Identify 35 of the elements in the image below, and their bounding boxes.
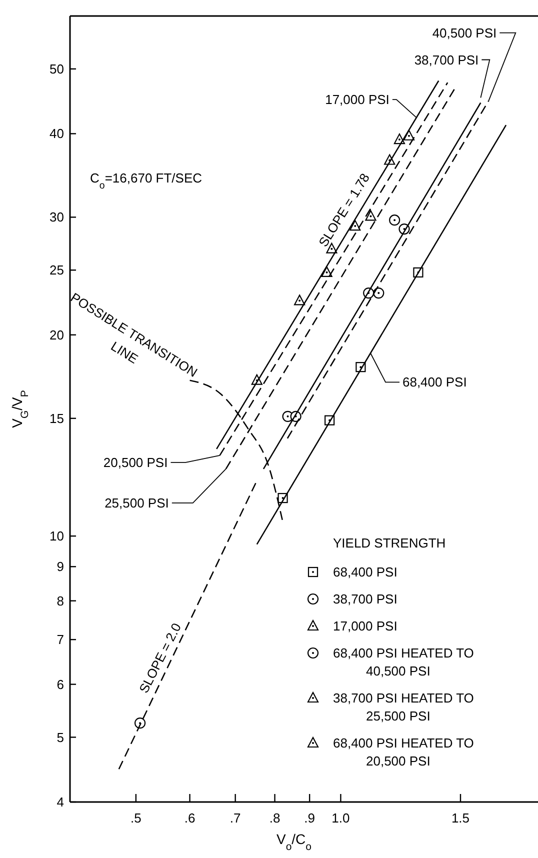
y-tick-label: 15 — [50, 410, 64, 426]
y-tick-label: 9 — [56, 559, 64, 574]
legend-title: YIELD STRENGTH — [333, 536, 446, 551]
text: 25,500 PSI — [104, 496, 169, 511]
y-tick-label: 40 — [50, 126, 64, 142]
x-tick-label: .9 — [304, 810, 315, 826]
text: 40,500 PSI — [432, 25, 497, 40]
legend-label: 68,400 PSI HEATED TO 20,500 PSI — [333, 736, 474, 769]
y-tick-label: 50 — [50, 61, 64, 76]
y-tick-label: 10 — [50, 528, 64, 544]
text: 38,700 PSI — [414, 52, 479, 68]
y-tick-label: 4 — [56, 794, 64, 810]
legend-label: 68,400 PSI HEATED TO 40,500 PSI — [333, 646, 474, 679]
legend-label: 38,700 PSI HEATED TO 25,500 PSI — [333, 690, 474, 724]
x-axis-title: V$_{o}$/C$_{o}$ — [276, 831, 312, 853]
x-tick-label: 1.0 — [332, 810, 350, 826]
y-tick-label: 6 — [56, 676, 64, 692]
text: 17,000 PSI — [325, 92, 390, 108]
y-tick-label: 20 — [50, 327, 64, 342]
y-tick-label: 25 — [50, 262, 64, 278]
y-tick-label: 5 — [56, 730, 64, 745]
text: 68,400 PSI — [402, 374, 467, 390]
x-tick-label: 1.5 — [451, 810, 470, 826]
y-tick-label: 8 — [56, 593, 64, 608]
x-tick-label: .5 — [130, 810, 142, 826]
legend-label: 38,700 PSI — [333, 592, 398, 607]
legend-label: 68,400 PSI — [333, 564, 398, 580]
y-tick-label: 7 — [56, 632, 64, 648]
y-tick-label: 30 — [50, 210, 64, 225]
x-tick-label: .6 — [184, 810, 196, 826]
annotation: C$_{o}$=16,670 FT/SEC — [90, 170, 202, 192]
x-tick-label: .7 — [230, 810, 241, 826]
x-tick-label: .8 — [269, 810, 280, 826]
legend-label: 17,000 PSI — [333, 618, 398, 634]
text: 20,500 PSI — [103, 455, 168, 470]
